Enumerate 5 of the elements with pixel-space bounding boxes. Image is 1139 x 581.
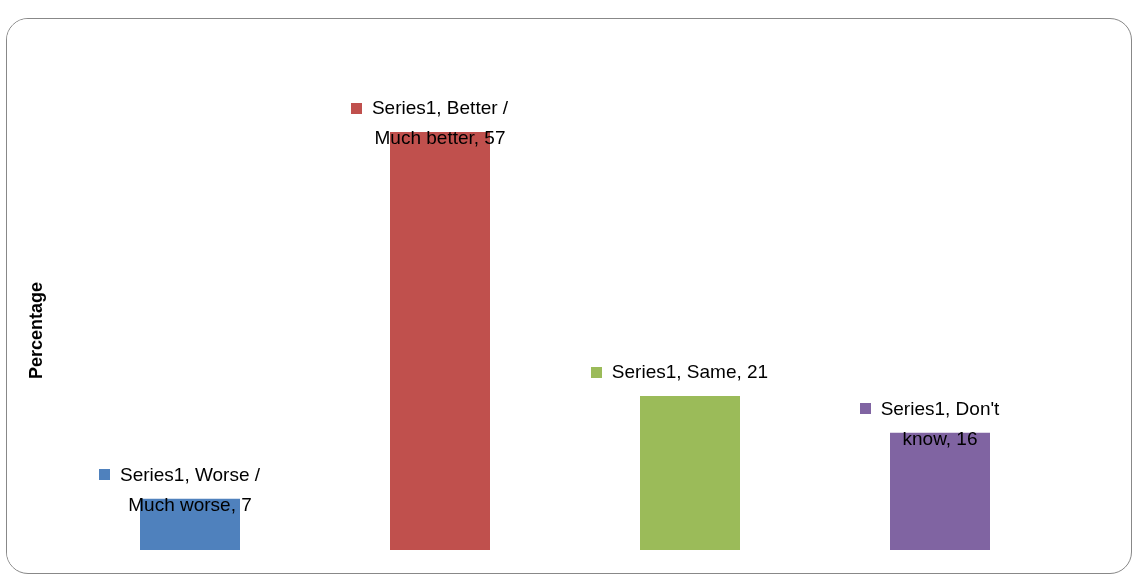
y-axis-title: Percentage — [25, 281, 46, 380]
bar — [890, 432, 990, 550]
data-label: Series1, Same, 21 — [611, 361, 769, 382]
data-label: Series1, Don't know, 16 — [880, 397, 1001, 449]
bar — [640, 396, 740, 550]
